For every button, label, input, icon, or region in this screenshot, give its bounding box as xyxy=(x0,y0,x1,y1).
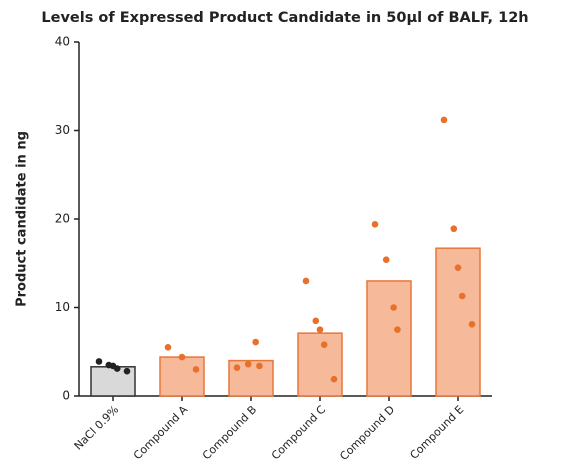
data-point xyxy=(312,317,320,325)
data-point xyxy=(371,221,379,228)
data-point xyxy=(458,292,466,300)
data-point xyxy=(316,326,324,333)
data-point xyxy=(394,326,401,333)
data-point xyxy=(390,304,397,311)
data-point xyxy=(252,338,259,346)
x-tick-label: Compound D xyxy=(337,403,397,463)
data-point xyxy=(178,353,186,361)
x-tick-label: Compound B xyxy=(200,403,259,462)
data-point xyxy=(164,344,172,351)
y-axis-label: Product candidate in ng xyxy=(15,131,30,307)
y-tick-label: 20 xyxy=(55,212,70,226)
x-tick-label: Compound C xyxy=(269,403,329,463)
x-tick-label: NaCl 0.9% xyxy=(72,403,122,453)
data-point xyxy=(95,358,103,365)
chart-title: Levels of Expressed Product Candidate in… xyxy=(41,10,528,26)
data-point xyxy=(382,256,390,264)
bar xyxy=(159,356,205,397)
data-point xyxy=(113,365,121,372)
data-point xyxy=(468,321,476,328)
data-point xyxy=(256,362,263,370)
bar xyxy=(366,280,412,397)
data-point xyxy=(302,277,310,285)
y-tick-label: 40 xyxy=(55,35,70,49)
data-point xyxy=(123,367,131,375)
x-tick-label: Compound A xyxy=(131,403,191,463)
y-tick-label: 0 xyxy=(62,389,70,403)
data-point xyxy=(330,375,338,383)
y-tick-label: 30 xyxy=(55,123,70,137)
data-point xyxy=(244,360,252,368)
y-tick-label: 10 xyxy=(55,300,70,314)
data-point xyxy=(450,225,458,233)
data-point xyxy=(440,116,448,124)
data-point xyxy=(454,264,462,271)
bar xyxy=(297,332,343,397)
data-point xyxy=(233,364,241,371)
x-tick-label: Compound E xyxy=(407,403,466,462)
data-point xyxy=(192,366,200,373)
data-point xyxy=(320,341,328,348)
